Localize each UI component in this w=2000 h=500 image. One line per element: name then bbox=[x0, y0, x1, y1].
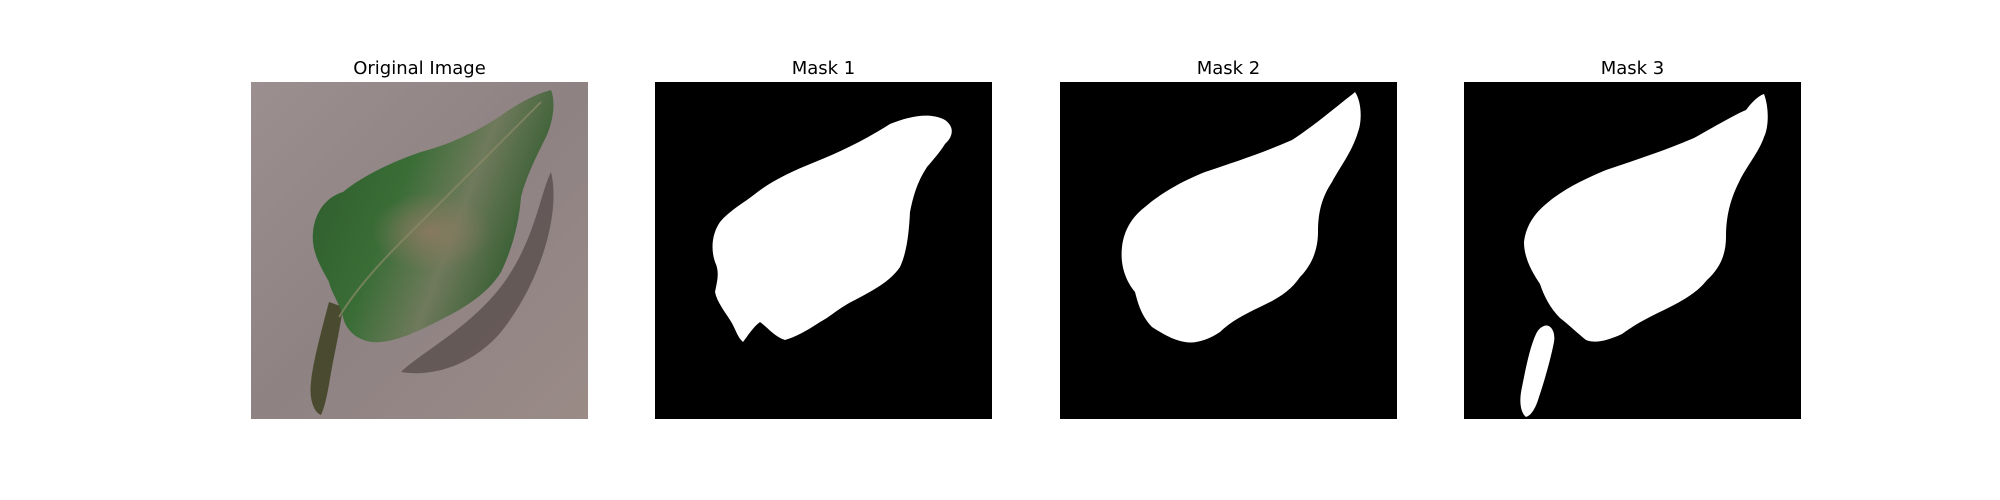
mask-2-region bbox=[1121, 92, 1361, 343]
leaf-midrib bbox=[338, 101, 542, 318]
leaf-photo-illustration bbox=[251, 82, 588, 419]
mask-3-illustration bbox=[1464, 82, 1801, 419]
leaf-discoloration bbox=[371, 192, 491, 272]
leaf-shadow bbox=[401, 172, 554, 374]
original-leaf-photo bbox=[251, 82, 588, 419]
mask-3-stem-region bbox=[1520, 325, 1555, 417]
panel-title: Mask 3 bbox=[1600, 58, 1665, 79]
mask-2-illustration bbox=[1060, 82, 1397, 419]
panel-title: Mask 2 bbox=[1196, 58, 1261, 79]
panel-mask-2: Mask 2 bbox=[1060, 56, 1397, 419]
panel-original-image: Original Image bbox=[251, 56, 588, 419]
panel-title: Original Image bbox=[353, 58, 486, 79]
mask-1-image bbox=[655, 82, 992, 419]
mask-3-image bbox=[1464, 82, 1801, 419]
mask-1-region bbox=[712, 115, 952, 343]
mask-2-image bbox=[1060, 82, 1397, 419]
leaf-stem bbox=[310, 302, 343, 415]
panel-mask-1: Mask 1 bbox=[655, 56, 992, 419]
mask-3-leaf-region bbox=[1524, 94, 1768, 342]
mask-1-illustration bbox=[655, 82, 992, 419]
panel-mask-3: Mask 3 bbox=[1464, 56, 1801, 419]
panel-title: Mask 1 bbox=[791, 58, 856, 79]
